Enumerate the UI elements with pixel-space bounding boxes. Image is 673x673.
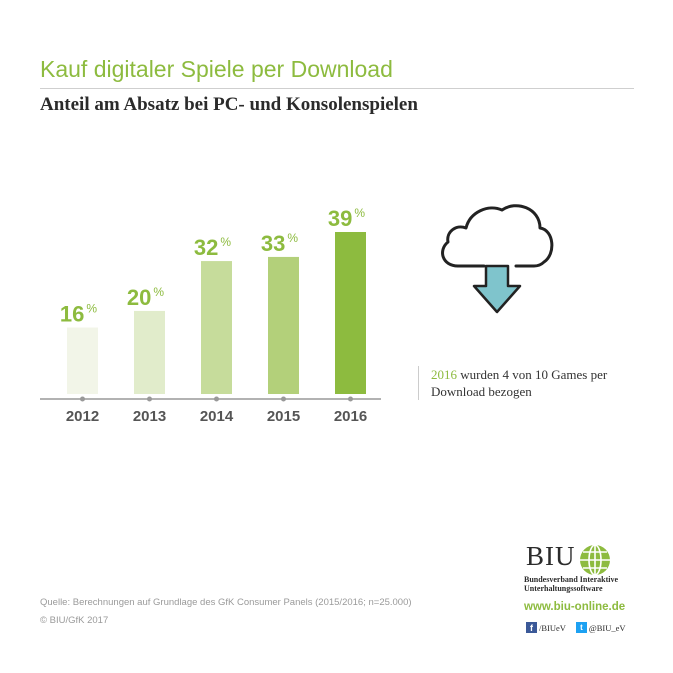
org-name-line1: Bundesverband Interaktive [524, 575, 619, 584]
callout-body: wurden 4 von 10 Games per Download bezog… [431, 367, 608, 399]
tick-label-2012: 2012 [66, 408, 99, 425]
facebook-handle[interactable]: /BIUeV [539, 622, 566, 633]
globe-logo-icon [580, 544, 610, 576]
cloud-outline [441, 204, 554, 268]
bar-chart: 16 % 2012 20 % 2013 32 % 2014 33 % 2015 39 % 2016 [40, 206, 381, 425]
data-label-2014: 32% [194, 235, 231, 260]
tick-dot-2012 [80, 396, 85, 402]
social-links: f/BIUeV t @BIU_eV [526, 619, 626, 634]
org-name-line2: Unterhaltungssoftware [524, 584, 603, 593]
tick-dot-2014 [214, 396, 219, 402]
tick-dot-2013 [147, 396, 152, 402]
callout-text: 2016 wurden 4 von 10 Games per Download … [418, 366, 646, 400]
bar-2013 [134, 310, 165, 394]
tick-dot-2016 [348, 396, 353, 402]
chart-subtitle: Anteil am Absatz bei PC- und Konsolenspi… [40, 94, 418, 115]
tick-dot-2015 [281, 396, 286, 402]
tick-label-2016: 2016 [334, 408, 367, 425]
facebook-icon[interactable]: f [526, 622, 537, 634]
page-title: Kauf digitaler Spiele per Download [40, 56, 393, 82]
bar-2012 [67, 327, 98, 394]
website-link[interactable]: www.biu-online.de [524, 601, 626, 613]
tick-label-2014: 2014 [200, 408, 234, 425]
biu-logo-text: BIU [526, 541, 576, 571]
tick-label-2015: 2015 [267, 408, 300, 425]
data-label-2015: 33% [261, 231, 298, 256]
data-label-2016: 39% [328, 206, 365, 231]
org-name: Bundesverband Interaktive Unterhaltungss… [524, 575, 618, 593]
data-label-2013: 20% [127, 285, 164, 310]
bar-2015 [268, 256, 299, 394]
download-arrow [472, 264, 522, 314]
source-note: Quelle: Berechnungen auf Grundlage des G… [40, 597, 412, 608]
cloud-download-icon [441, 204, 554, 314]
copyright-note: © BIU/GfK 2017 [40, 615, 109, 626]
data-label-2012: 16% [60, 302, 97, 327]
title-divider [40, 88, 634, 89]
bar-2016 [335, 232, 366, 394]
tick-label-2013: 2013 [133, 408, 166, 425]
callout-year: 2016 [431, 367, 457, 382]
twitter-icon[interactable]: t [575, 622, 587, 634]
twitter-handle[interactable]: @BIU_eV [588, 622, 626, 633]
bar-2014 [201, 261, 232, 394]
